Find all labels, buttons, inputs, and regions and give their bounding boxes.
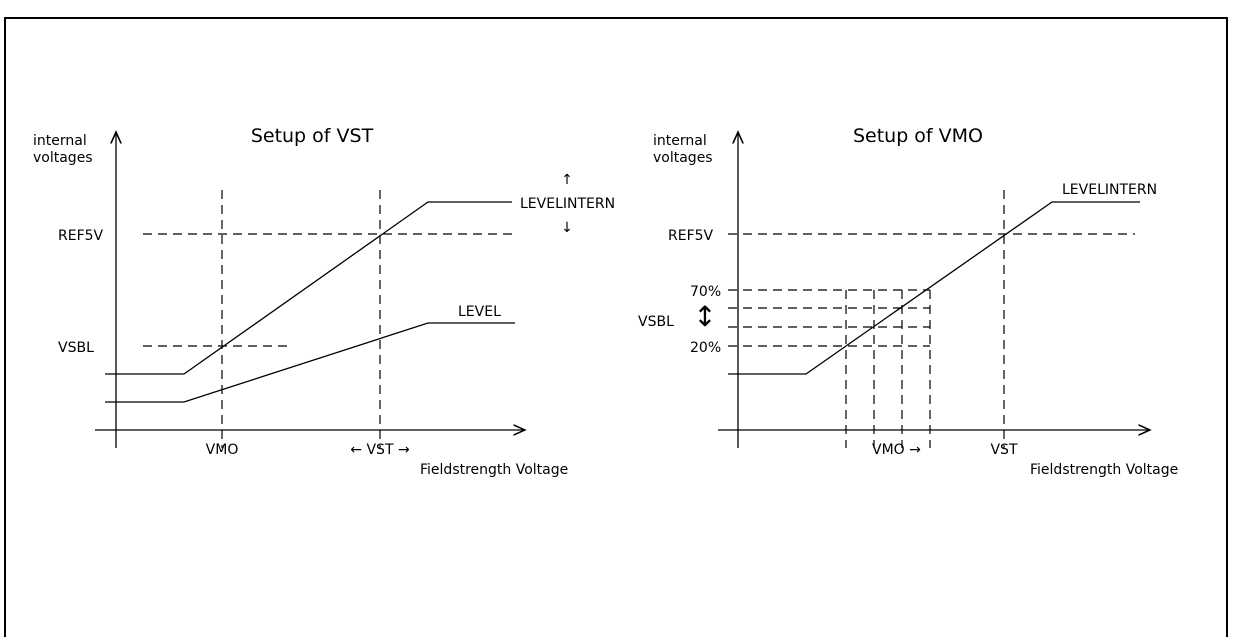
arrow: ↓ xyxy=(561,220,573,236)
curve-label: LEVELINTERN xyxy=(520,196,615,212)
x-mark: VMO xyxy=(206,442,239,458)
y-label: internal xyxy=(33,133,87,149)
y-label: voltages xyxy=(33,150,93,166)
level-label: 20% xyxy=(690,340,721,356)
y-label: internal xyxy=(653,133,707,149)
curve xyxy=(105,201,512,375)
curve xyxy=(105,322,515,403)
curve-label: LEVELINTERN xyxy=(1062,182,1157,198)
arrow: ↕ xyxy=(693,300,716,333)
level-label: REF5V xyxy=(668,228,714,244)
curve xyxy=(728,201,1140,375)
right-diagram: Setup of VMO internal voltages REF5V 70%… xyxy=(638,125,1178,478)
arrow: ↑ xyxy=(561,172,573,188)
frame xyxy=(4,17,1228,641)
level-label: REF5V xyxy=(58,228,104,244)
level-label: 70% xyxy=(690,284,721,300)
level-label: VSBL xyxy=(58,340,94,356)
curve-label: LEVEL xyxy=(458,304,501,320)
x-mark: VMO → xyxy=(872,442,921,458)
title: Setup of VST xyxy=(251,125,374,147)
x-label: Fieldstrength Voltage xyxy=(420,462,568,478)
level-label: VSBL xyxy=(638,314,674,330)
x-mark: VST xyxy=(990,442,1017,458)
title: Setup of VMO xyxy=(853,125,983,147)
x-mark: ← VST → xyxy=(350,442,410,458)
x-label: Fieldstrength Voltage xyxy=(1030,462,1178,478)
left-diagram: Setup of VST internal voltages REF5V VSB… xyxy=(33,125,615,478)
y-label: voltages xyxy=(653,150,713,166)
